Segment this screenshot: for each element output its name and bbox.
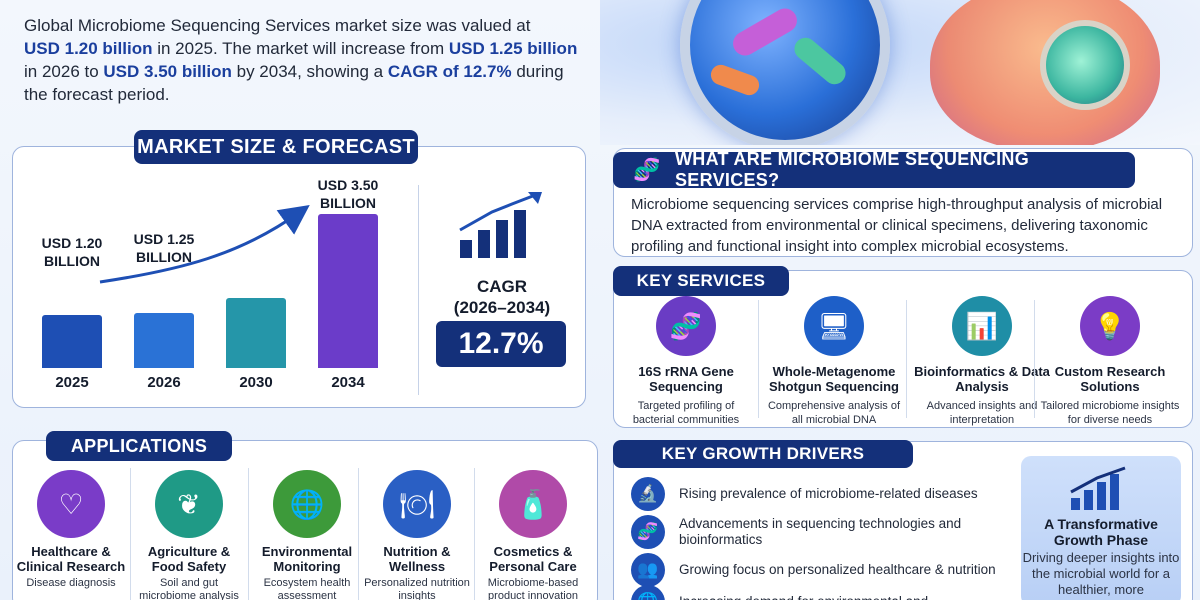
service-desc: Comprehensive analysis of all microbial … [767, 400, 901, 426]
application-item: 🧴 Cosmetics & Personal Care Microbiome-bas… [478, 470, 588, 600]
service-desc: Advanced insights and interpretation [926, 400, 1038, 426]
application-separator [358, 468, 359, 600]
transformative-title: A Transformative Growth Phase [1044, 516, 1158, 548]
bar-2034 [318, 213, 378, 368]
service-item: 🧬 16S rRNA Gene Sequencing Targeted profil… [616, 296, 756, 427]
bar-value-label: USD 3.50 BILLION [317, 177, 379, 211]
gut-magnifier-illustration [1040, 20, 1130, 110]
service-title: 16S rRNA Gene Sequencing [638, 364, 734, 394]
service-separator [758, 300, 759, 418]
service-title: Bioinformatics & Data Analysis [914, 364, 1050, 394]
application-item: ❦ Agriculture & Food Safety Soil and gut m… [134, 470, 244, 600]
people-icon: 👥 [631, 553, 665, 587]
dna-icon: 🧬 [631, 515, 665, 549]
applications-title: APPLICATIONS [46, 431, 232, 461]
growth-drivers-title: KEY GROWTH DRIVERS [613, 440, 913, 468]
growth-driver-text: Growing focus on personalized healthcare… [679, 562, 996, 577]
what-are-title: 🧬 WHAT ARE MICROBIOME SEQUENCING SERVICE… [613, 149, 1135, 190]
growth-driver-text: Advancements in sequencing technologies … [679, 516, 962, 547]
hero-illustration [600, 0, 1200, 145]
growth-driver-text: Rising prevalence of microbiome-related … [679, 486, 978, 501]
growth-driver-item: 🔬 Rising prevalence of microbiome-related… [631, 476, 999, 512]
application-title: Cosmetics & Personal Care [489, 544, 577, 574]
application-title: Nutrition & Wellness [383, 544, 451, 574]
bar-2030 [226, 297, 286, 368]
transformative-card: A Transformative Growth Phase Driving de… [1021, 456, 1181, 600]
bar-value-label: USD 1.25 BILLION [133, 231, 195, 265]
application-desc: Ecosystem health assessment [263, 577, 351, 600]
bar-2025 [42, 315, 102, 368]
application-separator [474, 468, 475, 600]
growth-arrow [99, 205, 310, 284]
bar-chart-icon: 📊 [952, 296, 1012, 356]
lightbulb-icon: 💡 [1080, 296, 1140, 356]
globe-icon: 🌐 [631, 585, 665, 600]
bar-year-label: 2030 [239, 374, 273, 391]
leaf-icon: ❦ [155, 470, 223, 538]
microscope-icon: 🔬 [631, 477, 665, 511]
market-divider [418, 185, 419, 395]
service-desc: Tailored microbiome insights for diverse… [1040, 400, 1180, 426]
service-separator [1034, 300, 1035, 418]
application-item: 🌐 Environmental Monitoring Ecosystem healt… [252, 470, 362, 600]
application-desc: Soil and gut microbiome analysis [139, 577, 239, 600]
application-title: Agriculture & Food Safety [147, 544, 231, 574]
cagr-label: CAGR (2026–2034) [453, 277, 551, 317]
growth-driver-text: Increasing demand for environmental and [679, 594, 999, 600]
bar-year-label: 2034 [331, 374, 365, 391]
application-desc: Disease diagnosis [26, 577, 116, 589]
bar-value-label: USD 1.20 BILLION [41, 235, 103, 269]
heart-icon: ♡ [37, 470, 105, 538]
application-desc: Microbiome-based product innovation [487, 577, 579, 600]
bottle-icon: 🧴 [499, 470, 567, 538]
sequencer-icon: 🖥 [804, 296, 864, 356]
what-are-text: Microbiome sequencing services comprise … [631, 196, 1163, 255]
service-separator [906, 300, 907, 418]
bar-year-label: 2025 [55, 374, 89, 391]
service-item: 📊 Bioinformatics & Data Analysis Advanced … [912, 296, 1052, 427]
intro-text: Global Microbiome Sequencing Services ma… [24, 16, 578, 104]
service-desc: Targeted profiling of bacterial communit… [632, 400, 740, 426]
service-item: 💡 Custom Research Solutions Tailored micro… [1040, 296, 1180, 427]
growth-driver-item: 👥 Growing focus on personalized healthcar… [631, 552, 999, 588]
dna-icon: 🧬 [656, 296, 716, 356]
application-item: ♡ Healthcare & Clinical Research Disease d… [16, 470, 126, 590]
application-separator [248, 468, 249, 600]
bar-year-label: 2026 [147, 374, 181, 391]
key-services-title: KEY SERVICES [613, 266, 789, 296]
dna-icon: 🧬 [633, 157, 661, 182]
application-title: Environmental Monitoring [261, 544, 353, 574]
application-title: Healthcare & Clinical Research [16, 544, 126, 574]
market-chart [99, 205, 310, 284]
market-size-title: MARKET SIZE & FORECAST [134, 130, 418, 164]
application-separator [130, 468, 131, 600]
bar-2026 [134, 312, 194, 368]
service-item: 🖥 Whole-Metagenome Shotgun Sequencing Comp… [764, 296, 904, 427]
cagr-chart-icon [459, 192, 542, 258]
plate-icon: 🍽 [383, 470, 451, 538]
application-item: 🍽 Nutrition & Wellness Personalized nutrit… [362, 470, 472, 600]
growth-driver-item: 🌐 Increasing demand for environmental and [631, 584, 999, 600]
growth-chart-icon [1070, 466, 1126, 510]
growth-driver-item: 🧬 Advancements in sequencing technologies… [631, 514, 999, 550]
service-title: Custom Research Solutions [1054, 364, 1166, 394]
globe-icon: 🌐 [273, 470, 341, 538]
transformative-desc: Driving deeper insights into the microbi… [1022, 550, 1180, 597]
application-desc: Personalized nutrition insights [364, 577, 470, 600]
service-title: Whole-Metagenome Shotgun Sequencing [769, 364, 899, 394]
cagr-value: 12.7% [436, 321, 566, 367]
